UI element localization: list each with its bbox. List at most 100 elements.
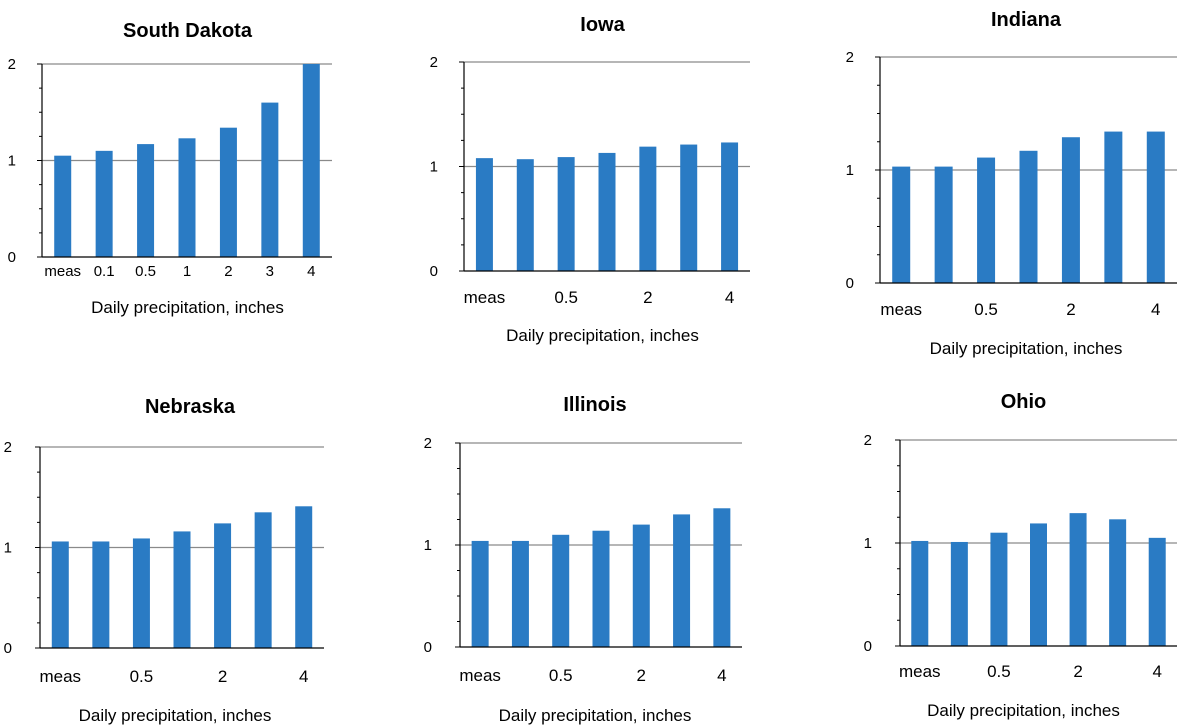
- bar: [977, 157, 996, 283]
- x-tick-label: 1: [183, 263, 191, 280]
- x-tick-label: 3: [266, 263, 274, 280]
- chart-plot: 0 1 2 meas 0.5 2 4: [424, 435, 742, 685]
- bar: [295, 506, 313, 648]
- bar: [1148, 537, 1166, 646]
- chart-panel-iowa: Iowa 0 1 2 meas 0.5 2 4 Daily precipitation, i…: [410, 0, 750, 360]
- x-tick-label: 4: [1151, 300, 1160, 319]
- x-tick-label: 4: [1152, 662, 1161, 681]
- x-tick-label: 2: [1073, 662, 1082, 681]
- chart-title: Ohio: [1000, 391, 1047, 413]
- x-tick-label: 0.5: [554, 288, 578, 307]
- bar: [1019, 150, 1038, 283]
- x-axis-label: Daily precipitation, inches: [927, 701, 1120, 720]
- bar: [92, 541, 110, 648]
- bar: [557, 157, 575, 271]
- chart-plot: 0 1 2 meas 0.5 2 4: [864, 432, 1177, 681]
- x-tick-label: 4: [725, 288, 734, 307]
- bar: [173, 531, 191, 648]
- bar: [95, 150, 113, 257]
- y-tick-label: 1: [430, 159, 438, 176]
- bar: [1104, 131, 1123, 283]
- chart-panel-south-dakota: South Dakota 0 1 2 meas 0.1 0.5 1 2 3 4 Daily pre…: [0, 0, 340, 330]
- y-tick-label: 0: [424, 639, 432, 656]
- y-tick-label: 1: [424, 537, 432, 554]
- y-tick-label: 0: [846, 275, 854, 292]
- chart-title: Indiana: [990, 9, 1061, 31]
- bar: [911, 540, 929, 646]
- x-tick-label: 0.1: [94, 263, 115, 280]
- x-axis-label: Daily precipitation, inches: [929, 339, 1123, 358]
- bar: [1069, 513, 1087, 646]
- bar: [516, 159, 534, 271]
- chart-plot: 0 1 2 meas 0.5 2 4: [4, 439, 324, 686]
- chart-plot: 0 1 2 meas 0.5 2 4: [430, 54, 750, 307]
- bar: [639, 146, 657, 271]
- x-tick-label: meas: [44, 263, 81, 280]
- bar: [54, 155, 72, 257]
- x-axis-label: Daily precipitation, inches: [498, 706, 692, 725]
- bar: [1109, 519, 1127, 646]
- bar: [137, 144, 155, 257]
- bar: [950, 541, 968, 646]
- bar: [892, 166, 911, 283]
- bar: [302, 64, 320, 257]
- bar: [990, 532, 1008, 646]
- x-tick-label: 2: [643, 288, 652, 307]
- y-tick-label: 2: [8, 56, 16, 73]
- y-tick-label: 1: [864, 535, 872, 552]
- bar: [1061, 137, 1080, 283]
- x-tick-label: 2: [218, 667, 227, 686]
- x-axis-label: Daily precipitation, inches: [506, 326, 699, 345]
- x-tick-label: meas: [459, 666, 501, 685]
- x-tick-label: 0.5: [549, 666, 573, 685]
- bar: [132, 538, 150, 648]
- x-axis-label: Daily precipitation, inches: [91, 298, 284, 317]
- chart-title: South Dakota: [123, 20, 252, 42]
- y-tick-label: 0: [430, 263, 438, 280]
- x-tick-label: 4: [717, 666, 726, 685]
- chart-title: Nebraska: [144, 396, 236, 418]
- y-tick-label: 2: [846, 49, 854, 66]
- y-tick-label: 0: [4, 640, 12, 657]
- chart-plot: 0 1 2 meas 0.1 0.5 1 2 3 4: [8, 56, 332, 280]
- x-tick-label: meas: [880, 300, 922, 319]
- chart-panel-nebraska: Nebraska 0 1 2 meas 0.5 2 4 Daily precipitatio…: [0, 380, 340, 727]
- y-tick-label: 2: [864, 432, 872, 449]
- bar: [934, 166, 953, 283]
- x-tick-label: 0.5: [987, 662, 1011, 681]
- y-tick-label: 2: [424, 435, 432, 452]
- bar: [261, 102, 279, 257]
- bar: [511, 540, 529, 647]
- x-tick-label: 2: [224, 263, 232, 280]
- bar: [1030, 523, 1047, 646]
- x-tick-label: 4: [299, 667, 308, 686]
- chart-plot: 0 1 2 meas 0.5 2 4: [846, 49, 1177, 319]
- chart-panel-indiana: Indiana 0 1 2 meas 0.5 2 4 Daily precipitation…: [830, 0, 1177, 370]
- bar: [471, 540, 489, 647]
- bar: [552, 534, 570, 647]
- bar: [254, 512, 272, 648]
- x-tick-label: meas: [464, 288, 506, 307]
- bar: [598, 152, 616, 271]
- bar: [214, 523, 232, 648]
- bar: [219, 127, 237, 257]
- bar: [721, 142, 739, 271]
- y-tick-label: 1: [4, 540, 12, 557]
- y-tick-label: 2: [430, 54, 438, 71]
- x-tick-label: 2: [637, 666, 646, 685]
- bar: [592, 530, 610, 647]
- bar: [680, 144, 698, 271]
- chart-panel-ohio: Ohio 0 1 2 meas 0.5 2 4 Daily precipitation, i…: [830, 380, 1177, 727]
- x-tick-label: meas: [899, 662, 941, 681]
- y-tick-label: 0: [8, 249, 16, 266]
- bar: [475, 158, 493, 271]
- x-tick-label: 0.5: [135, 263, 156, 280]
- bar: [51, 541, 69, 648]
- chart-panel-illinois: Illinois 0 1 2 meas 0.5 2 4 Daily precipitatio…: [410, 380, 750, 727]
- bar: [632, 524, 650, 647]
- x-tick-label: 2: [1066, 300, 1075, 319]
- y-tick-label: 0: [864, 638, 872, 655]
- bar: [713, 508, 731, 647]
- x-tick-label: 0.5: [130, 667, 154, 686]
- x-tick-label: meas: [39, 667, 81, 686]
